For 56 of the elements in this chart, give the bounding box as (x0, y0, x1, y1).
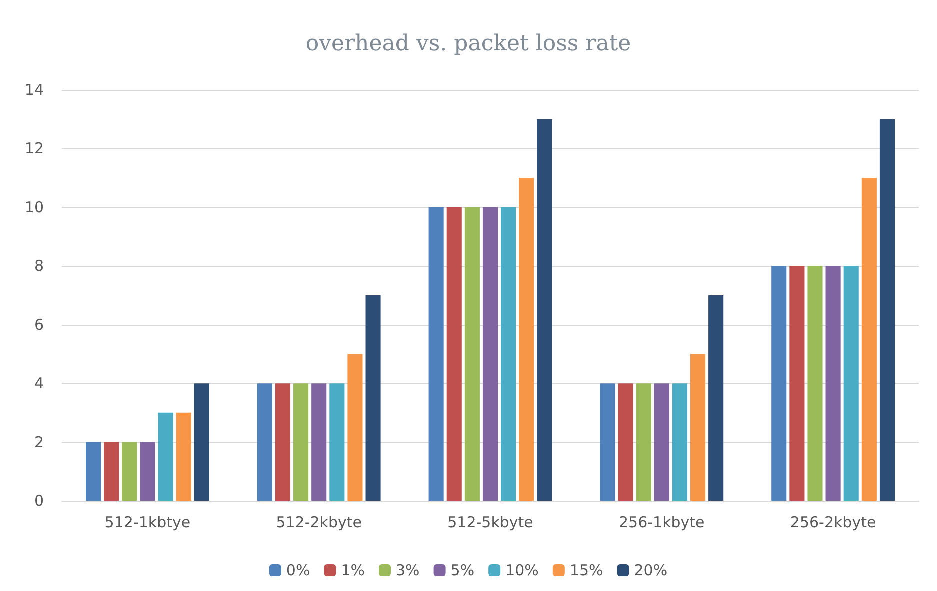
y-tick-label: 6 (34, 316, 44, 334)
bar (446, 207, 462, 501)
bar (122, 442, 138, 501)
y-tick-label: 14 (24, 81, 44, 99)
x-tick-label: 512-2kbyte (276, 514, 362, 532)
y-tick-label: 10 (24, 198, 44, 216)
legend-label: 1% (341, 562, 365, 580)
y-tick-label: 12 (24, 140, 44, 158)
legend-label: 5% (450, 562, 475, 580)
y-tick-label: 8 (34, 257, 44, 276)
bar (600, 384, 616, 501)
bar (537, 119, 552, 501)
y-tick-label: 2 (34, 433, 44, 452)
bar (294, 384, 309, 501)
bar (501, 207, 516, 501)
bar (880, 119, 896, 501)
bar (464, 207, 480, 501)
y-tick-label: 4 (34, 374, 44, 393)
bar (708, 296, 724, 501)
legend-label: 10% (506, 562, 539, 580)
x-tick-label: 256-2kbyte (790, 514, 876, 532)
bar (672, 384, 688, 501)
bar (158, 412, 174, 501)
bar (862, 178, 877, 501)
legend-label: 0% (286, 562, 310, 580)
bar (330, 384, 345, 501)
bar (690, 354, 706, 501)
bar (826, 266, 841, 501)
bar (140, 442, 156, 501)
bar (519, 178, 534, 501)
bar (654, 384, 670, 501)
legend-label: 15% (570, 562, 604, 580)
legend-label: 3% (396, 562, 420, 580)
x-tick-label: 256-1kbyte (619, 514, 705, 532)
bar (312, 384, 327, 501)
bar (194, 384, 210, 501)
bar (176, 412, 192, 501)
x-tick-label: 512-1kbtye (104, 514, 191, 532)
bar (275, 384, 291, 501)
bar (86, 442, 102, 501)
bar (482, 207, 498, 501)
bar (772, 266, 787, 501)
bar (257, 384, 272, 501)
bar (104, 442, 120, 501)
y-tick-label: 0 (34, 492, 44, 510)
bar (790, 266, 805, 501)
legend-label: 20% (634, 562, 668, 580)
bar (844, 266, 859, 501)
bar (636, 384, 652, 501)
bar (348, 354, 363, 501)
bar (428, 207, 444, 501)
bar (618, 384, 634, 501)
x-tick-label: 512-5kbyte (448, 514, 534, 532)
bar (366, 296, 381, 501)
bar (808, 266, 823, 501)
chart-title: overhead vs. packet loss rate (306, 32, 632, 56)
